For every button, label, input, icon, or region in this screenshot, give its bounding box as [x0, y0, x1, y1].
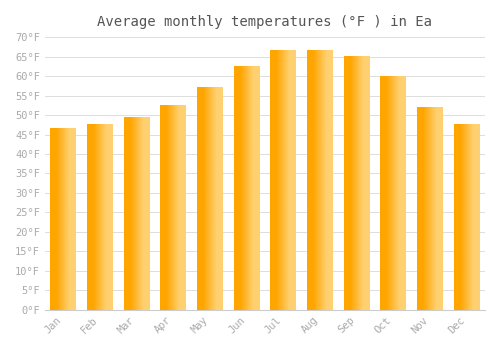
Title: Average monthly temperatures (°F ) in Ea: Average monthly temperatures (°F ) in Ea [98, 15, 432, 29]
